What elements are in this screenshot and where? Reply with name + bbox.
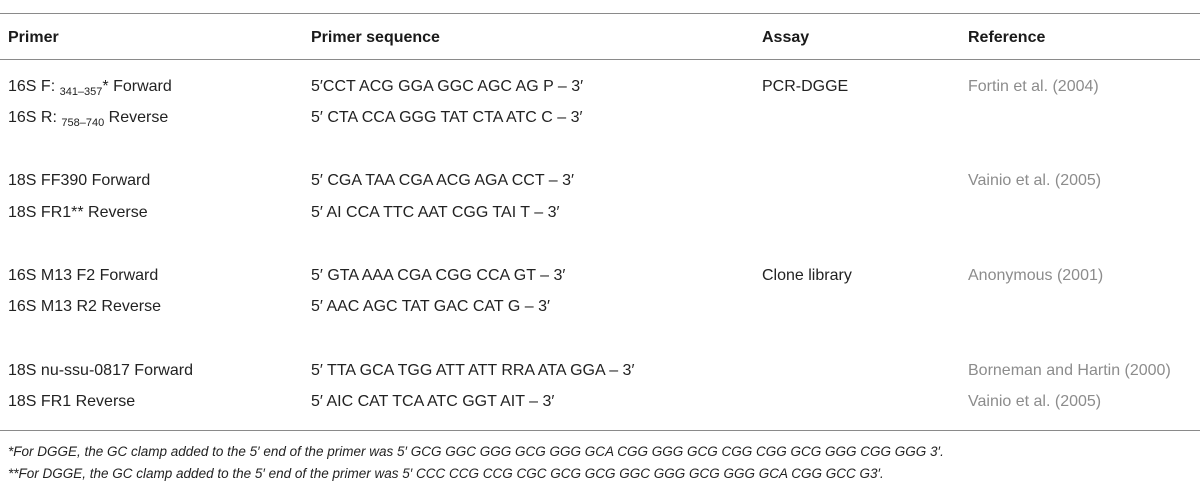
header-assay: Assay (762, 29, 810, 46)
primer-sequence: 5′ AIC CAT TCA ATC GGT AIT – 3′ (311, 393, 555, 410)
table-bottom-rule (0, 430, 1200, 431)
primer-name: 16S M13 R2 Reverse (8, 298, 161, 315)
primer-sequence: 5′ CGA TAA CGA ACG AGA CCT – 3′ (311, 172, 574, 189)
reference: Borneman and Hartin (2000) (968, 362, 1171, 379)
header-reference: Reference (968, 29, 1046, 46)
primer-name: 16S F: 341–357* Forward (8, 78, 172, 98)
assay: PCR-DGGE (762, 78, 849, 95)
footnote: **For DGGE, the GC clamp added to the 5′… (8, 466, 884, 481)
footnote: *For DGGE, the GC clamp added to the 5′ … (8, 444, 944, 459)
primer-sequence: 5′ GTA AAA CGA CGG CCA GT – 3′ (311, 267, 566, 284)
primer-sequence: 5′ CTA CCA GGG TAT CTA ATC C – 3′ (311, 109, 583, 126)
assay: Clone library (762, 267, 852, 284)
primer-name: 16S R: 758–740 Reverse (8, 109, 169, 129)
primer-name: 18S FR1 Reverse (8, 393, 136, 410)
primer-name: 16S M13 F2 Forward (8, 267, 159, 284)
table-top-rule (0, 13, 1200, 14)
reference: Anonymous (2001) (968, 267, 1104, 284)
primer-name: 18S FF390 Forward (8, 172, 151, 189)
header-primer: Primer (8, 29, 59, 46)
reference: Fortin et al. (2004) (968, 78, 1099, 95)
header-rule (0, 59, 1200, 60)
primer-sequence: 5′CCT ACG GGA GGC AGC AG P – 3′ (311, 78, 584, 95)
primer-sequence: 5′ AAC AGC TAT GAC CAT G – 3′ (311, 298, 550, 315)
primer-name: 18S nu-ssu-0817 Forward (8, 362, 193, 379)
reference: Vainio et al. (2005) (968, 393, 1102, 410)
reference: Vainio et al. (2005) (968, 172, 1102, 189)
primer-name: 18S FR1** Reverse (8, 204, 148, 221)
primer-sequence: 5′ AI CCA TTC AAT CGG TAI T – 3′ (311, 204, 560, 221)
header-sequence: Primer sequence (311, 29, 440, 46)
primer-sequence: 5′ TTA GCA TGG ATT ATT RRA ATA GGA – 3′ (311, 362, 635, 379)
